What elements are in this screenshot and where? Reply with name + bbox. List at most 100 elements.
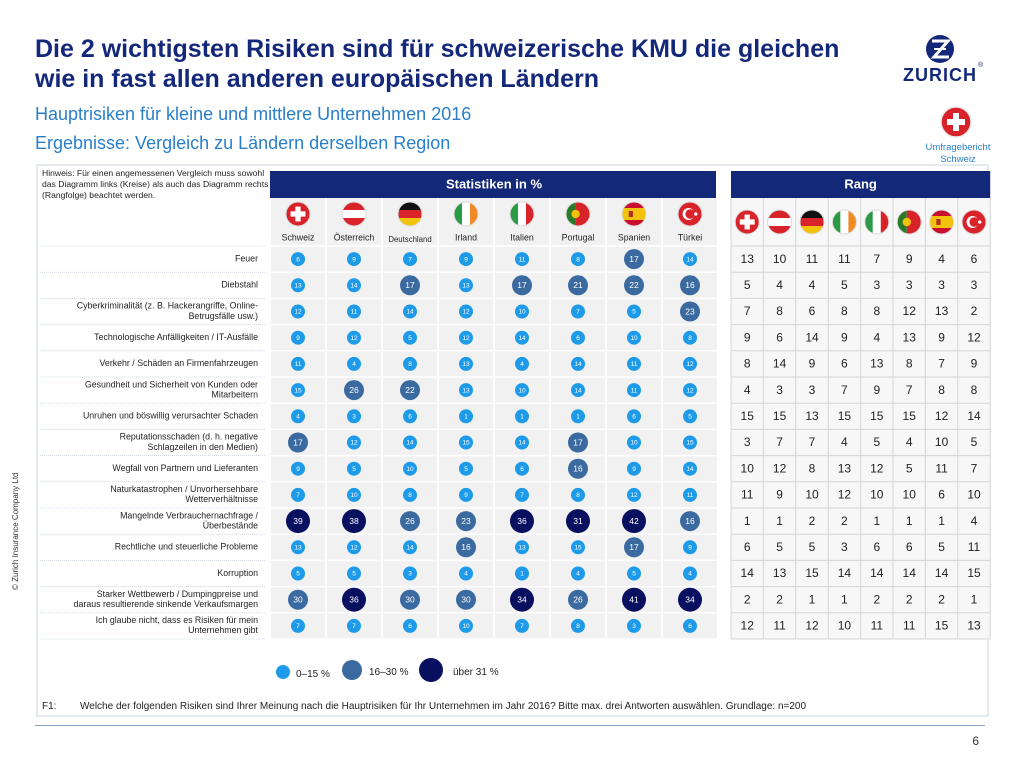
risk-label: Starker Wettbewerb / Dumpingpreise und da… — [74, 589, 258, 609]
risk-label: Reputationsschaden (d. h. negative Schlag… — [120, 432, 259, 452]
bubble-mark — [403, 356, 417, 371]
rank-value: 14 — [935, 566, 949, 580]
bubble-mark — [347, 409, 361, 424]
legend-swatch-low — [276, 665, 290, 679]
bubble-value: 6 — [688, 623, 692, 630]
flag-right-1-icon — [767, 209, 793, 235]
brand-name: ZURICH — [903, 65, 977, 85]
bubble-mark — [403, 487, 417, 502]
rank-value: 8 — [971, 383, 978, 397]
registered-mark: ® — [978, 62, 984, 69]
rank-value: 6 — [971, 252, 978, 266]
bubble-mark — [515, 356, 529, 371]
risk-label: Korruption — [217, 568, 258, 578]
stats-header-label: Statistiken in % — [446, 176, 543, 191]
bubble-mark — [683, 461, 697, 476]
rank-value: 9 — [938, 330, 945, 344]
rank-value: 11 — [871, 619, 884, 633]
rank-value: 10 — [838, 619, 852, 633]
risk-label: Unruhen und böswillig verursachter Schad… — [83, 411, 258, 421]
bubble-value: 17 — [405, 280, 415, 290]
bubble-value: 9 — [464, 492, 468, 499]
bubble-mark — [403, 252, 417, 267]
rank-value: 3 — [873, 278, 880, 292]
bubble-mark — [624, 275, 644, 296]
rank-value: 13 — [935, 304, 949, 318]
bubble-value: 31 — [573, 516, 583, 526]
bubble-value: 4 — [520, 361, 524, 368]
bubble-value: 17 — [517, 280, 527, 290]
bubble-mark — [347, 252, 361, 267]
rank-value: 1 — [809, 592, 816, 606]
bubble-value: 10 — [518, 309, 526, 316]
rank-value: 4 — [809, 278, 816, 292]
rank-value: 11 — [968, 540, 981, 554]
rank-value: 5 — [776, 540, 783, 554]
bubble-value: 15 — [686, 440, 694, 447]
bubble-value: 42 — [629, 516, 639, 526]
bubble-mark — [571, 252, 585, 267]
rank-value: 8 — [906, 357, 913, 371]
bubble-mark — [627, 330, 641, 345]
bubble-value: 8 — [408, 361, 412, 368]
bubble-value: 23 — [685, 306, 695, 316]
bubble-value: 9 — [688, 545, 692, 552]
swiss-flag-badge-icon — [940, 106, 972, 138]
bubble-mark — [291, 409, 305, 424]
flag-left-3-icon — [453, 201, 479, 227]
bubble-value: 8 — [576, 492, 580, 499]
rank-value: 10 — [903, 488, 917, 502]
bubble-value: 12 — [630, 492, 638, 499]
rank-value: 7 — [971, 461, 978, 475]
bubble-mark — [459, 487, 473, 502]
flag-right-0-icon — [734, 209, 760, 235]
bubble-value: 12 — [350, 335, 358, 342]
bubble-mark — [459, 278, 473, 293]
rank-value: 1 — [971, 592, 978, 606]
bubble-value: 14 — [686, 466, 694, 473]
bubble-value: 4 — [688, 571, 692, 578]
bubble-mark — [571, 540, 585, 555]
rank-value: 7 — [873, 252, 880, 266]
rank-value: 12 — [935, 409, 949, 423]
zurich-logo-icon — [926, 35, 954, 63]
bubble-mark — [627, 435, 641, 450]
risk-label: Wegfall von Partnern und Lieferanten — [112, 463, 258, 473]
bubble-value: 16 — [685, 516, 695, 526]
country-label: Deutschland — [388, 235, 431, 244]
rank-value: 14 — [741, 566, 755, 580]
bubble-value: 38 — [349, 516, 359, 526]
rank-value: 3 — [906, 278, 913, 292]
rank-value: 7 — [809, 435, 816, 449]
bubble-value: 7 — [352, 623, 356, 630]
rank-value: 11 — [838, 252, 851, 266]
bubble-mark — [403, 304, 417, 319]
rank-value: 2 — [906, 592, 913, 606]
flag-right-4-icon — [864, 209, 890, 235]
bubble-value: 16 — [461, 542, 471, 552]
bubble-mark — [568, 432, 588, 453]
bubble-mark — [291, 383, 305, 398]
bubble-mark — [403, 566, 417, 581]
bubble-mark — [571, 356, 585, 371]
footer-divider — [35, 725, 985, 726]
rank-value: 4 — [873, 330, 880, 344]
rank-value: 7 — [938, 357, 945, 371]
bubble-value: 10 — [406, 466, 414, 473]
country-label: Irland — [455, 232, 477, 242]
rank-value: 10 — [967, 488, 981, 502]
bubble-value: 13 — [294, 545, 302, 552]
rank-value: 4 — [938, 252, 945, 266]
bubble-mark — [515, 487, 529, 502]
bubble-value: 39 — [293, 516, 303, 526]
flag-left-7-icon — [677, 201, 703, 227]
rank-value: 15 — [967, 566, 981, 580]
bubble-mark — [515, 540, 529, 555]
rank-value: 12 — [773, 461, 787, 475]
rank-value: 12 — [741, 619, 755, 633]
bubble-mark — [568, 275, 588, 296]
bubble-value: 14 — [574, 387, 582, 394]
bubble-mark — [515, 618, 529, 633]
bubble-value: 5 — [464, 466, 468, 473]
